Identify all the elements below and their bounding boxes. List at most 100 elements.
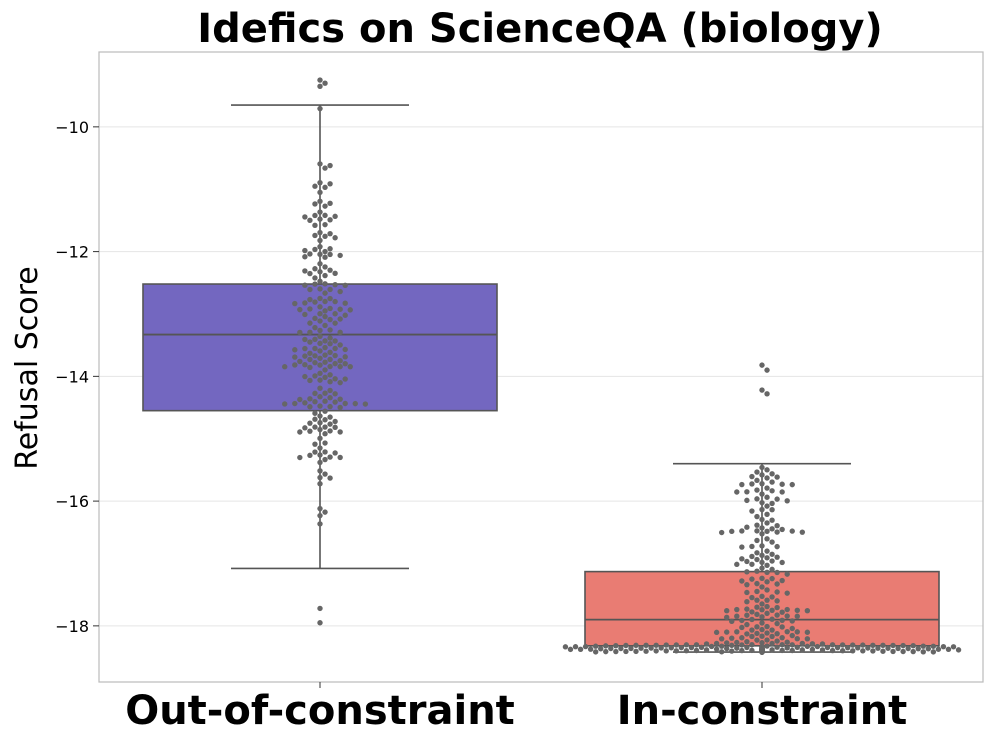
swarm-point [754,537,760,544]
swarm-point [779,617,785,624]
swarm-point [317,385,323,391]
swarm-point [779,642,785,648]
swarm-point [327,454,333,460]
swarm-point [920,649,926,655]
swarm-point [774,581,780,587]
swarm-point [779,624,785,630]
swarm-point [292,354,298,360]
swarm-point [754,496,760,502]
swarm-point [312,315,318,322]
swarm-point [572,644,579,650]
swarm-point [327,372,333,378]
swarm-point [850,648,856,654]
swarm-point [332,360,338,367]
swarm-point [623,642,629,649]
swarm-point [312,441,318,447]
swarm-point [312,353,318,359]
swarm-point [769,526,775,532]
swarm-point [307,396,313,402]
swarm-point [317,413,323,419]
swarm-point [317,251,323,258]
swarm-point [327,363,333,370]
swarm-point [703,647,710,653]
swarm-point [342,312,348,318]
x-tick-label: Out-of-constraint [125,688,515,734]
swarm-point [829,642,836,648]
swarm-point [282,364,288,370]
swarm-point [297,396,303,403]
swarm-point [804,636,811,642]
swarm-point [307,296,313,303]
swarm-point [744,581,750,588]
swarm-point [754,522,760,528]
swarm-point [317,435,323,442]
swarm-point [317,327,323,334]
swarm-point [322,509,328,515]
swarm-point [302,425,308,431]
swarm-point [895,645,901,652]
swarm-point [769,539,775,545]
swarm-point [764,367,770,373]
swarm-point [774,543,780,550]
swarm-point [739,578,745,584]
swarm-point [317,505,323,512]
swarm-point [613,648,619,655]
swarm-point [327,217,333,223]
swarm-point [312,281,318,287]
swarm-point [754,604,760,610]
swarm-point [337,429,343,435]
swarm-point [744,497,750,504]
swarm-point [744,589,750,596]
swarm-point [337,379,343,386]
swarm-point [935,646,942,652]
swarm-point [839,642,846,648]
swarm-point [809,646,816,653]
swarm-point [749,481,755,487]
swarm-point [307,428,313,434]
swarm-point [759,633,765,639]
swarm-point [322,352,328,358]
swarm-point [749,508,755,514]
swarm-point [327,428,333,434]
swarm-point [312,359,318,366]
swarm-point [342,376,348,382]
swarm-point [734,561,740,568]
swarm-point [804,629,811,635]
swarm-point [754,469,760,475]
swarm-point [930,643,937,649]
swarm-point [643,648,649,654]
swarm-point [317,426,323,433]
swarm-point [312,183,318,189]
swarm-point [302,282,308,288]
swarm-point [764,467,770,473]
swarm-point [327,356,333,363]
swarm-point [749,627,755,633]
swarm-point [759,362,765,368]
swarm-point [317,468,323,474]
swarm-point [804,643,811,650]
swarm-point [774,569,780,576]
swarm-point [729,635,735,641]
swarm-point [718,529,725,536]
swarm-point [769,616,775,622]
swarm-point [322,248,328,255]
swarm-point [332,338,338,344]
swarm-point [307,329,313,335]
swarm-point [317,161,323,167]
swarm-point [945,646,952,653]
swarm-point [789,647,795,654]
swarm-point [327,246,333,252]
swarm-point [317,310,323,317]
x-axis-ticks: Out-of-constraint In-constraint [125,682,907,734]
swarm-point [769,607,775,613]
swarm-point [759,614,765,620]
swarm-point [769,506,775,513]
swarm-point [317,77,323,83]
swarm-point [824,644,831,651]
swarm-point [754,597,760,603]
swarm-point [332,213,338,220]
swarm-point [930,649,937,655]
swarm-point [839,648,846,654]
swarm-point [337,363,343,370]
swarm-point [307,356,313,363]
